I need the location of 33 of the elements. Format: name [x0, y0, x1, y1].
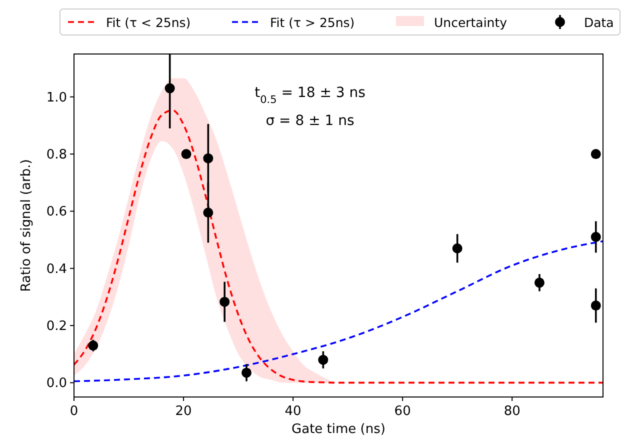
point: [534, 278, 544, 288]
y-tick-label: 1.0: [46, 90, 67, 106]
x-tick-label: 20: [175, 404, 192, 419]
legend-label: Fit (τ < 25ns): [106, 15, 191, 30]
x-tick-label: 0: [70, 404, 78, 419]
x-axis-title: Gate time (ns): [292, 422, 386, 437]
y-tick-label: 0.2: [46, 319, 67, 334]
x-tick-label: 40: [284, 404, 302, 419]
point: [242, 368, 252, 378]
point: [318, 354, 328, 365]
point: [452, 243, 462, 254]
legend-label: Data: [584, 15, 614, 30]
annotation: σ = 8 ± 1 ns: [266, 113, 354, 129]
y-tick-label: 0.6: [46, 204, 67, 220]
x-tick-label: 80: [504, 404, 520, 419]
point: [203, 153, 214, 164]
point: [203, 208, 214, 218]
point: [164, 83, 175, 94]
point: [88, 340, 98, 351]
y-axis-title: Ratio of signal (arb.): [19, 159, 34, 292]
point: [220, 296, 230, 307]
legend-label: Fit (τ > 25ns): [270, 15, 355, 30]
point: [590, 232, 601, 242]
text: Uncertainty: [434, 15, 508, 30]
annotation: t$_{0.5}$ = 18 ± 3 ns: [254, 85, 366, 106]
point: [181, 149, 192, 160]
y-tick-label: 0.8: [46, 148, 67, 163]
y-tick-label: 0.0: [46, 376, 67, 392]
point: [590, 149, 601, 160]
x-tick-label: 60: [394, 404, 411, 419]
line-series: [74, 240, 603, 382]
point: [590, 300, 601, 311]
y-tick-label: 0.4: [46, 262, 67, 277]
